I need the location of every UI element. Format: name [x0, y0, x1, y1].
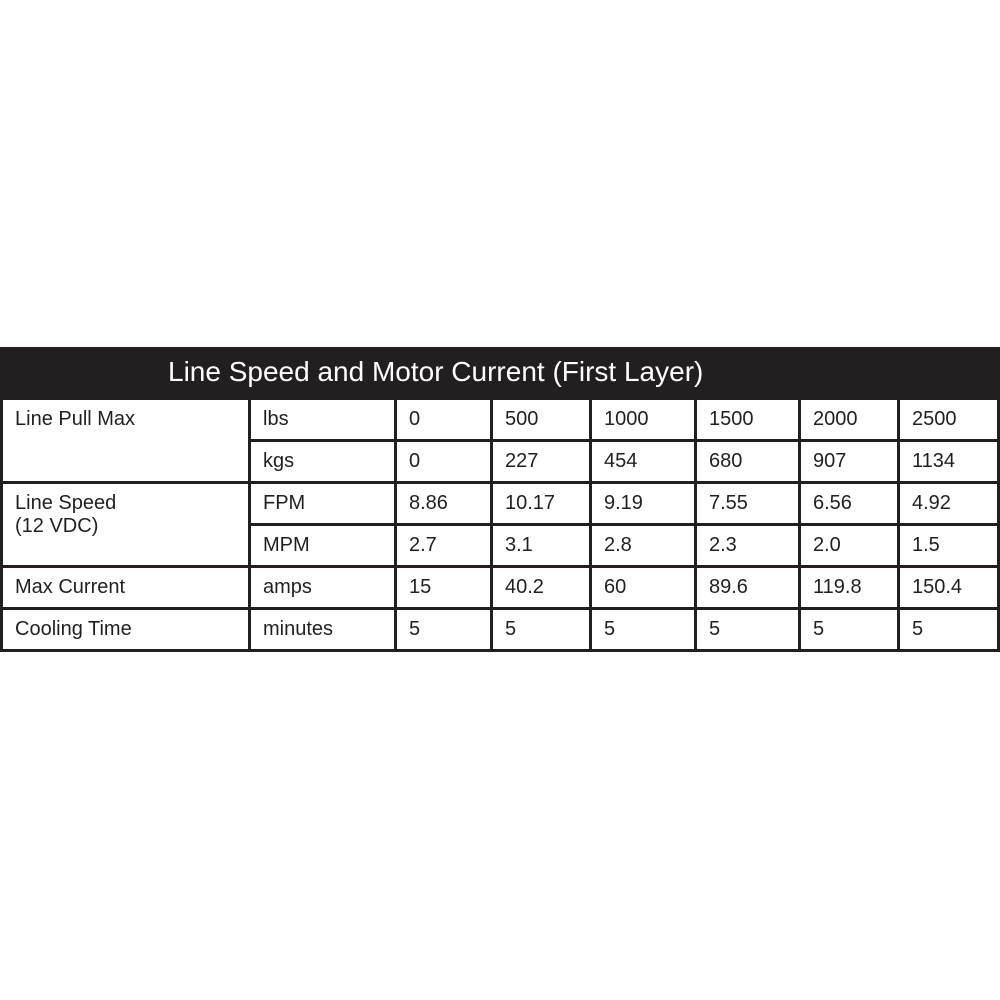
value-cell: 60 — [592, 568, 694, 607]
value-cell: 7.55 — [697, 484, 798, 523]
value-cell: 4.92 — [900, 484, 997, 523]
value-cell: 1000 — [592, 400, 694, 439]
value-cell: 2.8 — [592, 526, 694, 565]
value-cell: 2.7 — [397, 526, 490, 565]
value-cell: 15 — [397, 568, 490, 607]
value-cell: 5 — [900, 610, 997, 649]
value-cell: 680 — [697, 442, 798, 481]
unit-cell: minutes — [251, 610, 394, 649]
row-label-text: Max Current — [15, 576, 126, 598]
row-label: Line Pull Max — [3, 400, 248, 481]
value-cell: 8.86 — [397, 484, 490, 523]
unit-cell: FPM — [251, 484, 394, 523]
value-cell: 2.3 — [697, 526, 798, 565]
row-label-text: Cooling Time — [15, 618, 132, 640]
unit-cell: kgs — [251, 442, 394, 481]
value-cell: 500 — [493, 400, 589, 439]
value-cell: 10.17 — [493, 484, 589, 523]
row-label: Max Current — [3, 568, 248, 607]
value-cell: 2500 — [900, 400, 997, 439]
value-cell: 1.5 — [900, 526, 997, 565]
value-cell: 3.1 — [493, 526, 589, 565]
row-label-text: Line Speed — [15, 492, 117, 514]
unit-cell: MPM — [251, 526, 394, 565]
row-label-subtext: (12 VDC) — [15, 515, 99, 537]
value-cell: 0 — [397, 400, 490, 439]
value-cell: 454 — [592, 442, 694, 481]
table-title: Line Speed and Motor Current (First Laye… — [168, 356, 704, 387]
row-label: Line Speed (12 VDC) — [3, 484, 248, 565]
spec-table: Line Speed and Motor Current (First Laye… — [0, 347, 1000, 652]
value-cell: 5 — [592, 610, 694, 649]
value-cell: 40.2 — [493, 568, 589, 607]
value-cell: 5 — [493, 610, 589, 649]
value-cell: 5 — [801, 610, 897, 649]
value-cell: 150.4 — [900, 568, 997, 607]
unit-cell: amps — [251, 568, 394, 607]
value-cell: 1500 — [697, 400, 798, 439]
value-cell: 907 — [801, 442, 897, 481]
value-cell: 1134 — [900, 442, 997, 481]
value-cell: 5 — [697, 610, 798, 649]
value-cell: 2000 — [801, 400, 897, 439]
unit-cell: lbs — [251, 400, 394, 439]
value-cell: 2.0 — [801, 526, 897, 565]
value-cell: 119.8 — [801, 568, 897, 607]
value-cell: 9.19 — [592, 484, 694, 523]
value-cell: 89.6 — [697, 568, 798, 607]
value-cell: 0 — [397, 442, 490, 481]
row-label: Cooling Time — [3, 610, 248, 649]
value-cell: 6.56 — [801, 484, 897, 523]
row-label-text: Line Pull Max — [15, 408, 136, 430]
value-cell: 5 — [397, 610, 490, 649]
value-cell: 227 — [493, 442, 589, 481]
